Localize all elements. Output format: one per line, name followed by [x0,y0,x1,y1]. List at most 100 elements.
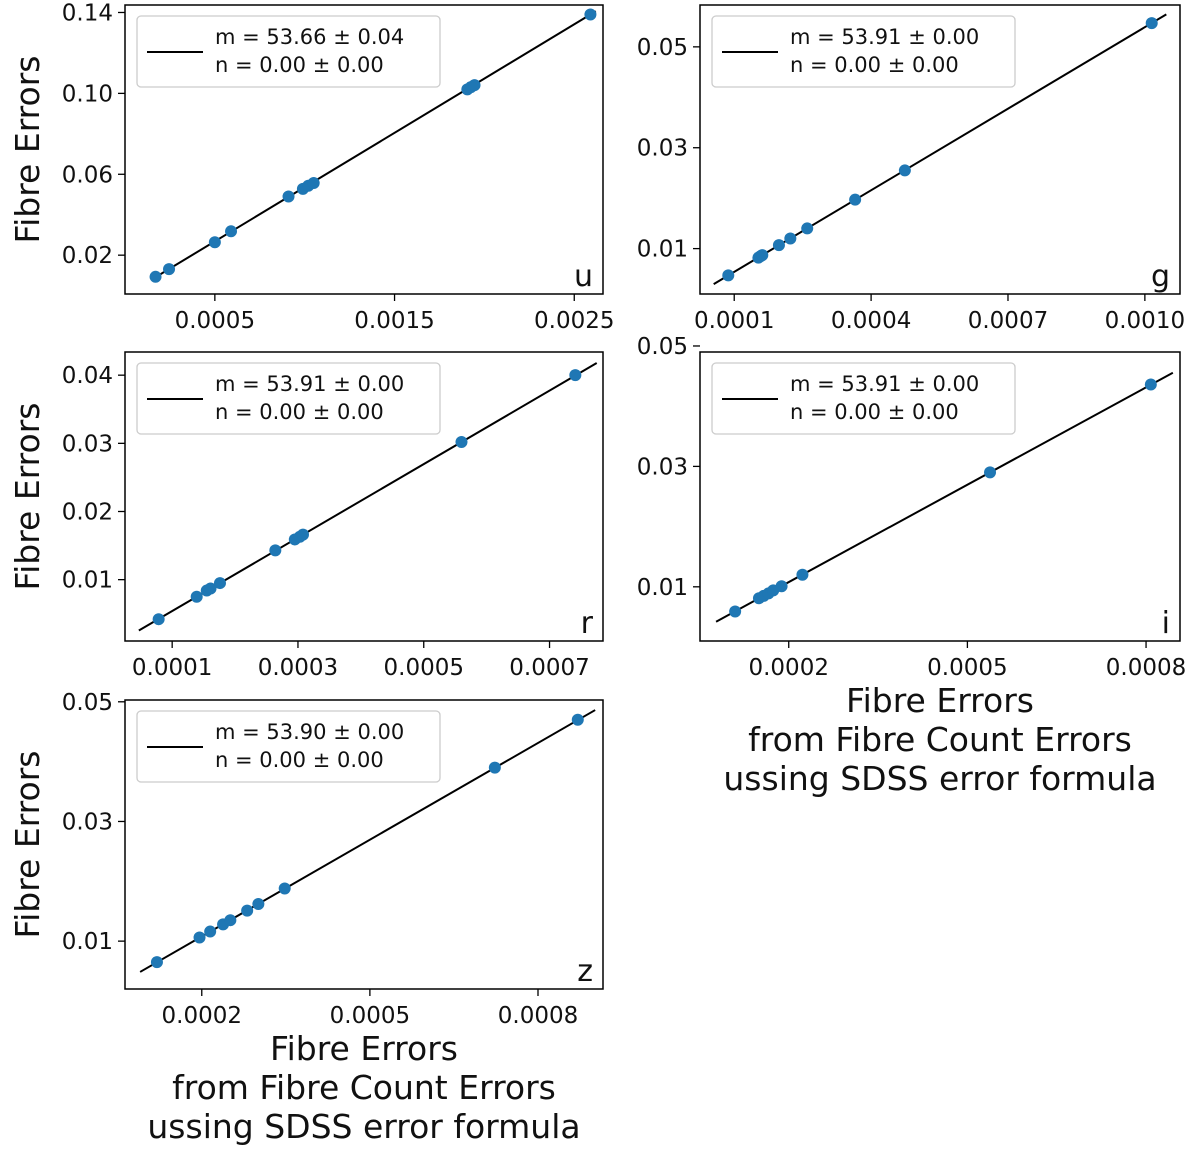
y-tick-label: 0.02 [62,243,113,269]
axes-frame [124,351,604,642]
data-point [204,582,217,595]
y-axis-label: Fibre Errors [8,56,47,244]
y-tick-label: 0.10 [62,81,113,107]
y-tick-label: 0.01 [62,568,113,594]
legend-box [136,710,441,783]
data-point [241,904,254,917]
x-tick-label: 0.0025 [534,308,614,334]
x-tick-label: 0.0005 [927,655,1007,681]
fit-line [715,371,1174,623]
x-tick-label: 0.0008 [1106,655,1186,681]
x-axis-label: ussing SDSS error formula [147,1107,580,1146]
fit-line [139,709,596,973]
legend-entry: m = 53.66 ± 0.04 [215,25,404,49]
data-point [252,898,265,911]
x-axis-label: Fibre Errors [270,1029,458,1068]
data-point [193,931,206,944]
data-point [296,528,309,541]
y-tick-label: 0.05 [62,690,113,716]
data-point [984,466,997,479]
legend-entry: m = 53.91 ± 0.00 [215,372,404,396]
data-point [801,222,814,235]
legend-box [711,362,1016,435]
data-point [269,544,282,557]
panel-g: 0.0001 0.0004 0.0007 0.0010 0.01 0.03 0.05 m = … [637,4,1185,334]
legend-entry: n = 0.00 ± 0.00 [215,400,384,424]
data-point [584,8,597,21]
x-tick-label: 0.0001 [694,308,774,334]
data-point [455,435,468,448]
x-tick-label: 0.0015 [354,308,434,334]
y-axis-label: Fibre Errors [8,403,47,591]
y-tick-label: 0.03 [637,454,688,480]
data-point [204,925,217,938]
x-tick-label: 0.0005 [175,308,255,334]
panel-i: 0.0002 0.0005 0.0008 0.01 0.03 0.05 m = 53.91 … [637,334,1187,798]
x-axis-label: ussing SDSS error formula [723,759,1156,798]
y-axis-label: Fibre Errors [8,751,47,939]
panel-u: 0.0005 0.0015 0.0025 0.02 0.06 0.10 0.14 m = 53… [8,0,614,334]
data-point [722,269,735,282]
x-tick-label: 0.0007 [509,655,589,681]
panel-r: 0.0001 0.0003 0.0005 0.0007 0.01 0.02 0.03 0.04… [8,351,604,681]
legend-entry: n = 0.00 ± 0.00 [215,748,384,772]
data-point [569,369,582,382]
x-tick-label: 0.0007 [968,308,1048,334]
axes-frame [699,4,1181,295]
y-tick-label: 0.14 [62,0,113,26]
legend-box [711,15,1016,88]
y-tick-label: 0.01 [637,237,688,263]
data-point [225,225,238,238]
legend-box [136,15,441,88]
data-point [571,713,584,726]
y-tick-label: 0.04 [62,363,113,389]
data-point [849,193,862,206]
legend-box [136,362,441,435]
x-tick-label: 0.0005 [330,1003,410,1029]
axes-frame [124,4,604,295]
legend-entry: n = 0.00 ± 0.00 [790,400,959,424]
legend-entry: n = 0.00 ± 0.00 [215,53,384,77]
data-point [149,270,162,283]
x-axis-label: from Fibre Count Errors [172,1068,556,1107]
band-label: z [577,954,593,989]
legend-entry: m = 53.91 ± 0.00 [790,25,979,49]
band-label: u [574,259,593,294]
axes-frame [124,699,604,990]
y-tick-label: 0.03 [637,136,688,162]
x-tick-label: 0.0003 [258,655,338,681]
data-point [772,239,785,252]
x-tick-label: 0.0002 [748,655,828,681]
data-point [898,164,911,177]
y-tick-label: 0.05 [637,35,688,61]
band-label: i [1162,606,1170,641]
y-tick-label: 0.03 [62,809,113,835]
x-tick-label: 0.0001 [132,655,212,681]
x-tick-label: 0.0010 [1105,308,1185,334]
data-point [278,882,291,895]
legend-entry: n = 0.00 ± 0.00 [790,53,959,77]
y-tick-label: 0.01 [637,575,688,601]
data-point [796,568,809,581]
data-point [468,79,481,92]
band-label: r [581,606,594,641]
data-point [307,176,320,189]
y-tick-label: 0.02 [62,499,113,525]
x-tick-label: 0.0008 [498,1003,578,1029]
y-tick-label: 0.01 [62,929,113,955]
legend-entry: m = 53.90 ± 0.00 [215,720,404,744]
y-tick-label: 0.06 [62,162,113,188]
data-point [729,605,742,618]
data-point [282,190,295,203]
x-tick-label: 0.0005 [384,655,464,681]
panel-z: 0.0002 0.0005 0.0008 0.01 0.03 0.05 m = 53.90 … [8,690,604,1146]
y-tick-label: 0.05 [637,334,688,360]
x-axis-label: Fibre Errors [846,681,1034,720]
data-point [190,590,203,603]
data-point [224,914,237,927]
data-point [1145,17,1158,30]
data-point [756,249,769,262]
x-tick-label: 0.0002 [162,1003,242,1029]
data-point [150,956,163,969]
